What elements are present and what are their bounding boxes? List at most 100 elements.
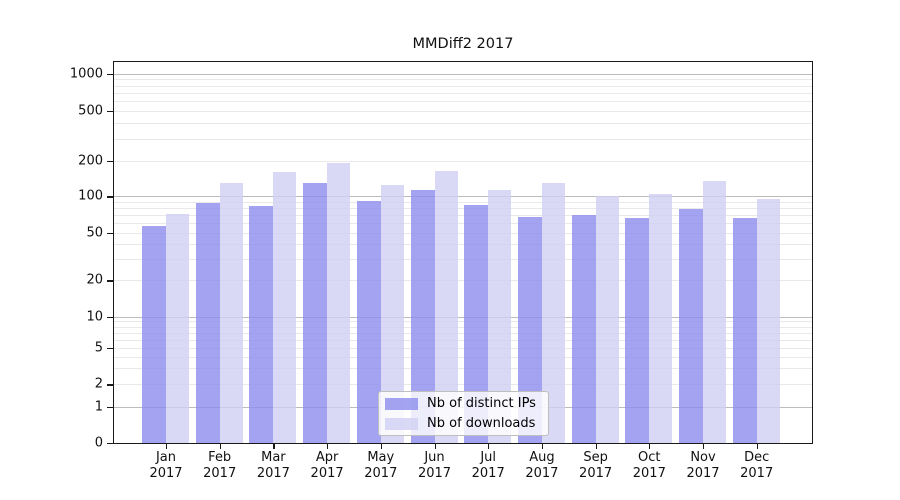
gridline-40 [114,244,812,246]
y-tick-label-20: 20 [86,272,103,288]
gridline-6 [114,339,812,341]
legend-item-distinct-ips: Nb of distinct IPs [379,395,548,412]
gridline-70 [114,215,812,217]
legend-swatch-distinct-ips [385,397,418,410]
bar-downloads-jul [488,190,512,443]
bar-ips-dec [732,218,757,443]
gridline-900 [114,79,812,81]
y-tick-1 [107,407,113,409]
gridline-7 [114,332,812,334]
x-tick-label-jun: Jun 2017 [417,450,452,481]
y-tick-label-2: 2 [94,376,103,392]
y-tick-1000 [107,73,113,75]
bar-downloads-aug [541,182,565,443]
gridline-3 [114,368,812,370]
bar-downloads-apr [327,163,351,443]
bar-ips-jan [142,225,166,443]
x-tick-jul [488,444,490,449]
bar-ips-mar [249,205,274,443]
bar-downloads-nov [703,181,726,443]
bar-downloads-oct [649,194,673,443]
x-tick-label-apr: Apr 2017 [310,450,344,481]
x-tick-dec [756,444,758,449]
gridline-20 [114,280,812,282]
x-tick-jun [434,444,436,449]
y-tick-label-100: 100 [78,188,103,204]
y-tick-label-0: 0 [94,435,103,451]
gridline-9 [114,321,812,323]
gridline-60 [114,223,812,225]
gridline-700 [114,92,812,94]
legend-label-downloads: Nb of downloads [427,416,536,431]
chart-title: MMDiff2 2017 [412,36,514,52]
x-tick-label-aug: Aug 2017 [525,450,559,481]
gridline-600 [114,101,812,103]
y-tick-label-1000: 1000 [69,66,103,82]
y-tick-0 [107,443,113,445]
x-tick-label-jan: Jan 2017 [149,450,183,481]
gridline-5 [114,348,812,350]
bar-downloads-jun [434,171,458,443]
gridline-4 [114,356,812,358]
y-tick-500 [107,110,113,112]
x-tick-label-mar: Mar 2017 [256,450,290,481]
x-tick-mar [273,444,275,449]
y-tick-label-50: 50 [86,225,103,241]
bar-downloads-sep [595,195,619,443]
legend: Nb of distinct IPs Nb of downloads [378,391,549,436]
x-tick-feb [219,444,221,449]
bar-ips-nov [679,209,703,443]
y-tick-label-500: 500 [78,103,103,119]
y-tick-50 [107,232,113,234]
y-tick-5 [107,348,113,350]
x-tick-label-feb: Feb 2017 [203,450,237,481]
x-tick-label-sep: Sep 2017 [579,450,613,481]
bar-downloads-dec [756,199,780,443]
gridline-90 [114,201,812,203]
x-tick-jan [166,444,168,449]
x-tick-oct [649,444,651,449]
bar-downloads-feb [219,182,243,443]
y-tick-label-200: 200 [78,153,103,169]
bar-ips-oct [625,218,650,443]
y-tick-label-5: 5 [94,340,103,356]
x-tick-label-may: May 2017 [364,450,398,481]
y-tick-10 [107,316,113,318]
y-tick-100 [107,196,113,198]
gridline-800 [114,85,812,87]
gridline-30 [114,259,812,261]
gridline-1000 [114,73,812,75]
gridline-10 [114,316,812,318]
bar-ips-sep [571,215,596,443]
legend-item-downloads: Nb of downloads [379,415,548,432]
legend-label-distinct-ips: Nb of distinct IPs [427,396,536,411]
bar-ips-feb [195,203,220,443]
x-tick-sep [595,444,597,449]
bar-ips-apr [303,183,328,443]
gridline-50 [114,232,812,234]
x-tick-nov [703,444,705,449]
x-tick-apr [327,444,329,449]
bar-downloads-jan [166,213,189,443]
y-tick-label-10: 10 [86,309,103,324]
y-tick-20 [107,280,113,282]
y-tick-200 [107,160,113,162]
gridline-300 [114,138,812,140]
gridline-200 [114,160,812,162]
plot-area [113,61,813,444]
x-tick-label-jul: Jul 2017 [471,450,505,481]
bar-downloads-mar [273,172,297,443]
x-tick-aug [541,444,544,449]
gridline-100 [114,196,812,198]
gridline-80 [114,208,812,210]
x-tick-label-oct: Oct 2017 [632,450,666,481]
bar-downloads-may [380,185,404,443]
x-tick-label-nov: Nov 2017 [686,450,720,481]
gridline-2 [114,384,812,386]
bar-ips-may [356,201,381,443]
gridline-8 [114,326,812,328]
gridline-400 [114,122,812,124]
y-tick-label-1: 1 [94,399,103,415]
legend-swatch-downloads [385,417,418,430]
